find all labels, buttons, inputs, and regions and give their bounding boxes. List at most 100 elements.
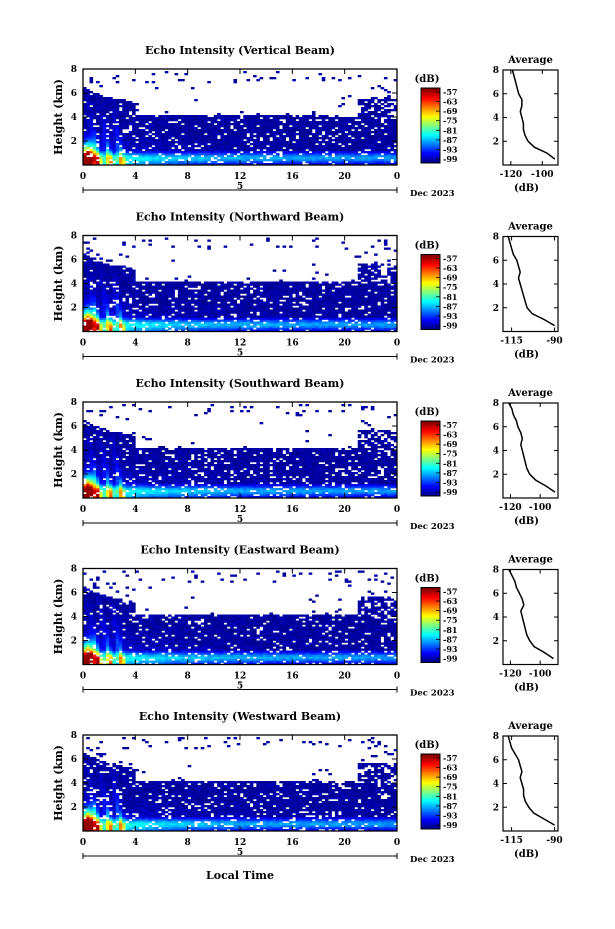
y-tick-label: 2 — [71, 304, 77, 314]
y-axis-label: Height (km) — [52, 745, 65, 821]
date-month-label: Dec 2023 — [410, 689, 455, 699]
colorbar-tick-label: -69 — [443, 772, 458, 782]
average-title: Average — [507, 55, 553, 66]
colorbar-tick-label: -87 — [443, 301, 457, 311]
panel-5: Echo Intensity (Westward Beam) Height (km… — [52, 710, 563, 865]
heatmap-cells — [83, 237, 398, 332]
average-y-tick-label: 8 — [493, 399, 499, 409]
colorbar-tick-label: -99 — [443, 487, 458, 497]
colorbar-tick-label: -69 — [443, 606, 458, 616]
average-title: Average — [507, 222, 553, 233]
average-x-axis-label: (dB) — [514, 516, 539, 527]
x-tick-label: 12 — [234, 172, 247, 182]
colorbar-tick-label: -75 — [443, 282, 457, 292]
x-tick-label: 0 — [394, 838, 400, 848]
average-x-tick-label: -120 — [500, 170, 523, 180]
x-tick-label: 0 — [80, 672, 86, 682]
x-tick-label: 16 — [286, 339, 299, 349]
colorbar-tick-label: -81 — [443, 458, 457, 468]
average-y-tick-label: 2 — [493, 304, 499, 314]
y-tick-label: 4 — [71, 113, 77, 123]
colorbar-tick-label: -57 — [443, 254, 457, 264]
average-y-tick-label: 2 — [493, 803, 499, 813]
y-tick-label: 4 — [71, 280, 77, 290]
date-day-label: 5 — [237, 682, 243, 692]
x-tick-label: 8 — [185, 339, 191, 349]
colorbar — [421, 421, 440, 497]
average-x-tick-label: -90 — [546, 337, 562, 347]
average-y-tick-label: 8 — [493, 66, 499, 76]
average-profile-line — [511, 69, 556, 160]
panel-title: Echo Intensity (Northward Beam) — [136, 211, 345, 224]
y-tick-label: 2 — [71, 637, 77, 647]
x-tick-label: 20 — [338, 172, 351, 182]
x-tick-label: 4 — [132, 172, 138, 182]
x-tick-label: 4 — [132, 339, 138, 349]
x-axis-label: Local Time — [206, 869, 274, 882]
y-tick-label: 6 — [71, 589, 77, 599]
colorbar-tick-label: -93 — [443, 144, 458, 154]
colorbar-tick-label: -57 — [443, 87, 457, 97]
colorbar-tick-label: -81 — [443, 125, 457, 135]
y-tick-label: 8 — [71, 398, 77, 408]
x-tick-label: 0 — [80, 339, 86, 349]
average-x-tick-label: -100 — [529, 670, 552, 680]
colorbar-tick-label: -93 — [443, 477, 458, 487]
colorbar — [421, 754, 440, 830]
average-profile-line — [507, 735, 555, 826]
colorbar-unit: (dB) — [415, 74, 440, 85]
average-y-tick-label: 6 — [493, 756, 499, 766]
average-profile-line — [507, 236, 555, 327]
y-tick-label: 4 — [71, 779, 77, 789]
panel-1: Echo Intensity (Vertical Beam) Height (km… — [52, 44, 559, 199]
date-month-label: Dec 2023 — [410, 356, 455, 366]
average-y-tick-label: 4 — [493, 447, 499, 457]
y-tick-label: 6 — [71, 422, 77, 432]
x-tick-label: 16 — [286, 172, 299, 182]
x-tick-label: 0 — [80, 172, 86, 182]
date-month-label: Dec 2023 — [410, 855, 455, 865]
colorbar — [421, 587, 440, 663]
average-x-tick-label: -120 — [499, 670, 522, 680]
y-tick-label: 2 — [71, 470, 77, 480]
y-tick-label: 6 — [71, 89, 77, 99]
x-tick-label: 0 — [80, 505, 86, 515]
y-tick-label: 2 — [71, 803, 77, 813]
colorbar-tick-label: -63 — [443, 97, 458, 107]
average-x-tick-label: -115 — [500, 836, 523, 846]
y-tick-label: 4 — [71, 446, 77, 456]
colorbar-tick-label: -99 — [443, 654, 458, 664]
average-title: Average — [507, 555, 553, 566]
x-tick-label: 0 — [394, 505, 400, 515]
colorbar — [421, 88, 440, 164]
x-tick-label: 20 — [338, 505, 351, 515]
x-tick-label: 16 — [286, 838, 299, 848]
heatmap-cells — [83, 570, 398, 665]
average-x-axis-label: (dB) — [514, 683, 539, 694]
date-day-label: 5 — [237, 349, 243, 359]
x-tick-label: 20 — [338, 339, 351, 349]
x-tick-label: 8 — [185, 505, 191, 515]
panel-title: Echo Intensity (Eastward Beam) — [140, 544, 339, 557]
average-frame — [502, 69, 559, 166]
heatmap-cells — [83, 737, 398, 832]
heatmap-cells — [83, 71, 398, 166]
average-y-tick-label: 6 — [493, 256, 499, 266]
average-frame — [502, 735, 559, 832]
colorbar-tick-label: -81 — [443, 625, 457, 635]
x-tick-label: 8 — [185, 172, 191, 182]
average-title: Average — [507, 388, 553, 399]
colorbar-tick-label: -75 — [443, 116, 457, 126]
colorbar-frame — [420, 587, 441, 663]
x-tick-label: 20 — [338, 672, 351, 682]
colorbar-tick-label: -87 — [443, 634, 457, 644]
x-tick-label: 20 — [338, 838, 351, 848]
colorbar-tick-label: -63 — [443, 596, 458, 606]
x-tick-label: 12 — [234, 672, 247, 682]
date-day-label: 5 — [237, 182, 243, 192]
average-profile-line — [508, 569, 554, 660]
y-axis-label: Height (km) — [52, 79, 65, 155]
average-y-tick-label: 6 — [493, 589, 499, 599]
average-x-tick-label: -120 — [499, 503, 522, 513]
